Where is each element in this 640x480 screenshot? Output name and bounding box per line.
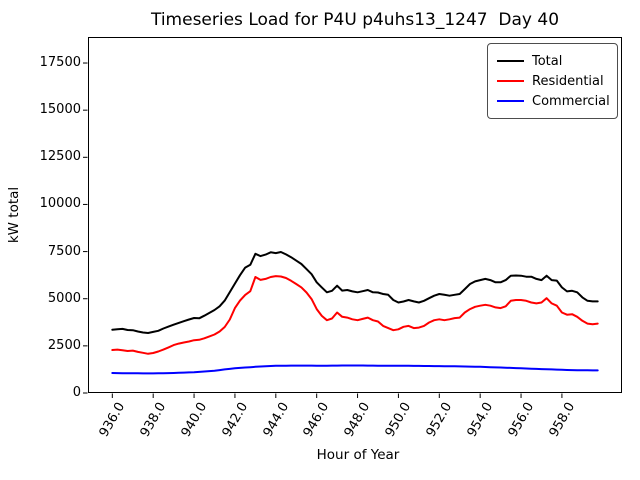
legend-item-commercial: Commercial xyxy=(497,91,610,111)
y-axis-label: kW total xyxy=(6,186,22,244)
y-tick-label: 0 xyxy=(72,385,81,400)
commercial-line-icon xyxy=(497,100,524,102)
y-tick-label: 12500 xyxy=(39,149,81,165)
y-tick-label: 10000 xyxy=(39,196,81,212)
residential-line-icon xyxy=(497,80,524,82)
chart-title: Timeseries Load for P4U p4uhs13_1247 Day… xyxy=(150,10,560,30)
legend: Total Residential Commercial xyxy=(487,43,618,119)
series-line-total xyxy=(111,251,599,334)
series-line-residential xyxy=(111,275,599,355)
series-line-commercial xyxy=(111,364,599,375)
total-line-icon xyxy=(497,60,524,62)
y-tick-label: 15000 xyxy=(39,102,81,118)
legend-label-total: Total xyxy=(532,53,563,69)
x-axis-label: Hour of Year xyxy=(316,447,400,463)
legend-item-total: Total xyxy=(497,51,608,71)
legend-item-residential: Residential xyxy=(497,71,608,91)
legend-label-residential: Residential xyxy=(532,73,604,89)
y-tick-label: 5000 xyxy=(47,290,81,306)
y-tick-label: 7500 xyxy=(47,243,81,259)
y-tick-label: 2500 xyxy=(47,337,81,353)
y-tick-label: 17500 xyxy=(39,55,81,71)
legend-label-commercial: Commercial xyxy=(532,93,610,109)
